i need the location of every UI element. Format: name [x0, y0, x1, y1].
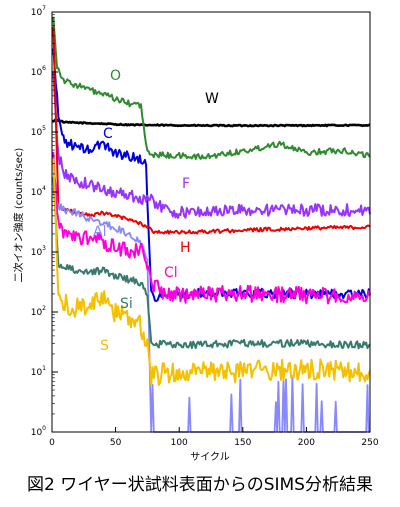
- series-line-h: [52, 26, 371, 235]
- series-line-o: [52, 16, 371, 160]
- x-tick-label: 200: [298, 438, 315, 448]
- y-axis-label: 二次イオン強度 (counts/sec): [12, 148, 25, 283]
- y-tick-label: 102: [31, 305, 46, 318]
- y-tick-label: 100: [31, 425, 46, 438]
- series-line-s: [52, 158, 371, 386]
- y-tick-label: 101: [31, 365, 46, 378]
- figure-caption: 図2 ワイヤー状試料表面からのSIMS分析結果: [27, 475, 373, 495]
- y-tick-label: 104: [31, 185, 46, 198]
- x-tick-label: 50: [110, 438, 122, 448]
- series-label-s: S: [100, 338, 109, 354]
- series-line-w: [51, 118, 371, 128]
- series-label-o: O: [110, 68, 121, 84]
- series-label-cl: Cl: [164, 265, 178, 281]
- series-label-f: F: [182, 176, 190, 192]
- series-label-c: C: [103, 126, 113, 142]
- series-label-h: H: [180, 240, 191, 256]
- y-tick-label: 106: [31, 65, 46, 78]
- y-tick-label: 107: [31, 5, 46, 18]
- axes: 0 50 100 150 200 250 100 101 102 103 104 105 106 107: [31, 5, 379, 448]
- plot-frame: [51, 11, 371, 433]
- y-tick-label: 103: [31, 245, 46, 258]
- series-label-al: Al: [93, 224, 106, 240]
- series-line-cl: [52, 151, 371, 305]
- series-line-f: [52, 71, 371, 219]
- sims-chart: 0 50 100 150 200 250100101102103104105106107 …: [12, 5, 379, 463]
- y-tick-label: 105: [31, 125, 46, 138]
- x-tick-label: 0: [49, 438, 55, 448]
- series-line-c: [52, 48, 371, 303]
- series-labels: W O C F H Al Cl Si S: [93, 68, 219, 354]
- series-line-si: [52, 177, 371, 350]
- x-axis-label: サイクル: [190, 451, 230, 463]
- series-label-w: W: [205, 91, 219, 107]
- x-tick-label: 150: [234, 438, 251, 448]
- x-tick-label: 100: [171, 438, 188, 448]
- x-tick-label: 250: [361, 438, 378, 448]
- series-label-si: Si: [120, 296, 133, 312]
